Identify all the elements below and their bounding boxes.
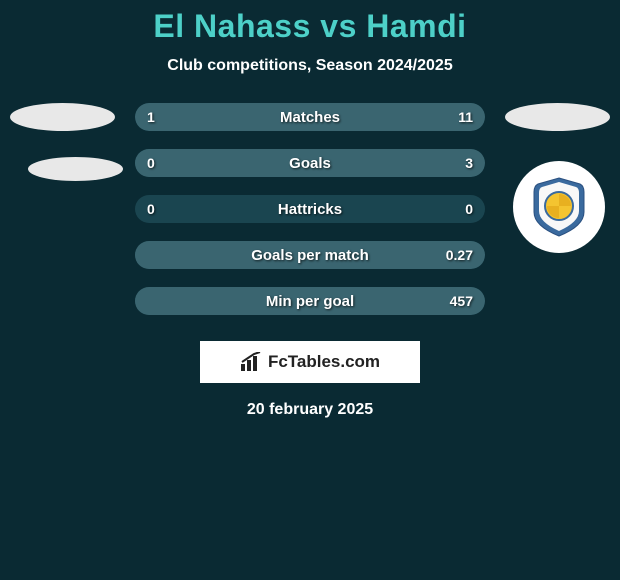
club-badge — [513, 161, 605, 253]
page-title: El Nahass vs Hamdi — [0, 8, 620, 45]
player-right-avatar — [505, 103, 610, 253]
stat-row-goals: 0 Goals 3 — [135, 149, 485, 177]
stat-label: Goals per match — [251, 247, 369, 264]
brand-text: FcTables.com — [268, 352, 380, 372]
subtitle: Club competitions, Season 2024/2025 — [0, 57, 620, 75]
stats-list: 1 Matches 11 0 Goals 3 0 Hattricks 0 — [135, 103, 485, 315]
stat-row-gpm: Goals per match 0.27 — [135, 241, 485, 269]
avatar-ellipse — [28, 157, 123, 181]
stats-area: 1 Matches 11 0 Goals 3 0 Hattricks 0 — [0, 103, 620, 419]
date-text: 20 february 2025 — [0, 401, 620, 419]
stat-value-right: 3 — [465, 155, 473, 171]
stat-label: Goals — [289, 155, 331, 172]
comparison-card: El Nahass vs Hamdi Club competitions, Se… — [0, 0, 620, 419]
player-left-avatar — [10, 103, 123, 181]
avatar-ellipse — [505, 103, 610, 131]
stat-value-right: 0 — [465, 201, 473, 217]
stat-label: Hattricks — [278, 201, 342, 218]
stat-value-right: 0.27 — [446, 247, 473, 263]
stat-row-matches: 1 Matches 11 — [135, 103, 485, 131]
stat-row-mpg: Min per goal 457 — [135, 287, 485, 315]
stat-row-hattricks: 0 Hattricks 0 — [135, 195, 485, 223]
stat-label: Matches — [280, 109, 340, 126]
stat-value-right: 11 — [458, 109, 473, 125]
shield-icon — [530, 176, 588, 238]
chart-icon — [240, 352, 262, 372]
stat-label: Min per goal — [266, 293, 354, 310]
stat-value-left: 1 — [147, 109, 155, 125]
avatar-ellipse — [10, 103, 115, 131]
stat-value-left: 0 — [147, 155, 155, 171]
stat-value-left: 0 — [147, 201, 155, 217]
stat-value-right: 457 — [450, 293, 473, 309]
branding-badge[interactable]: FcTables.com — [200, 341, 420, 383]
